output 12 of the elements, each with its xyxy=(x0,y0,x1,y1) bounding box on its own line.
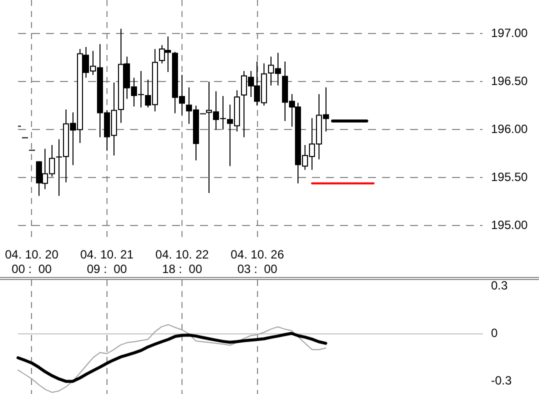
y-tick-label: 196.00 xyxy=(491,122,528,136)
y-tick-label: 195.50 xyxy=(491,170,528,184)
x-tick-label: 04. 10. 22 18 : 00 xyxy=(155,248,210,276)
y-tick-label: 0.3 xyxy=(491,278,508,293)
x-tick-label: 04. 10. 26 03 : 00 xyxy=(230,248,284,276)
y-tick-label: 195.00 xyxy=(491,218,528,232)
y-tick-label: 197.00 xyxy=(491,26,528,40)
x-tick-label: 04. 10. 20 00 : 00 xyxy=(4,248,59,276)
x-tick-label: 04. 10. 21 09 : 00 xyxy=(80,248,134,276)
y-tick-label: -0.3 xyxy=(491,374,512,388)
y-tick-label: 0 xyxy=(491,326,498,340)
y-tick-label: 196.50 xyxy=(491,74,528,88)
